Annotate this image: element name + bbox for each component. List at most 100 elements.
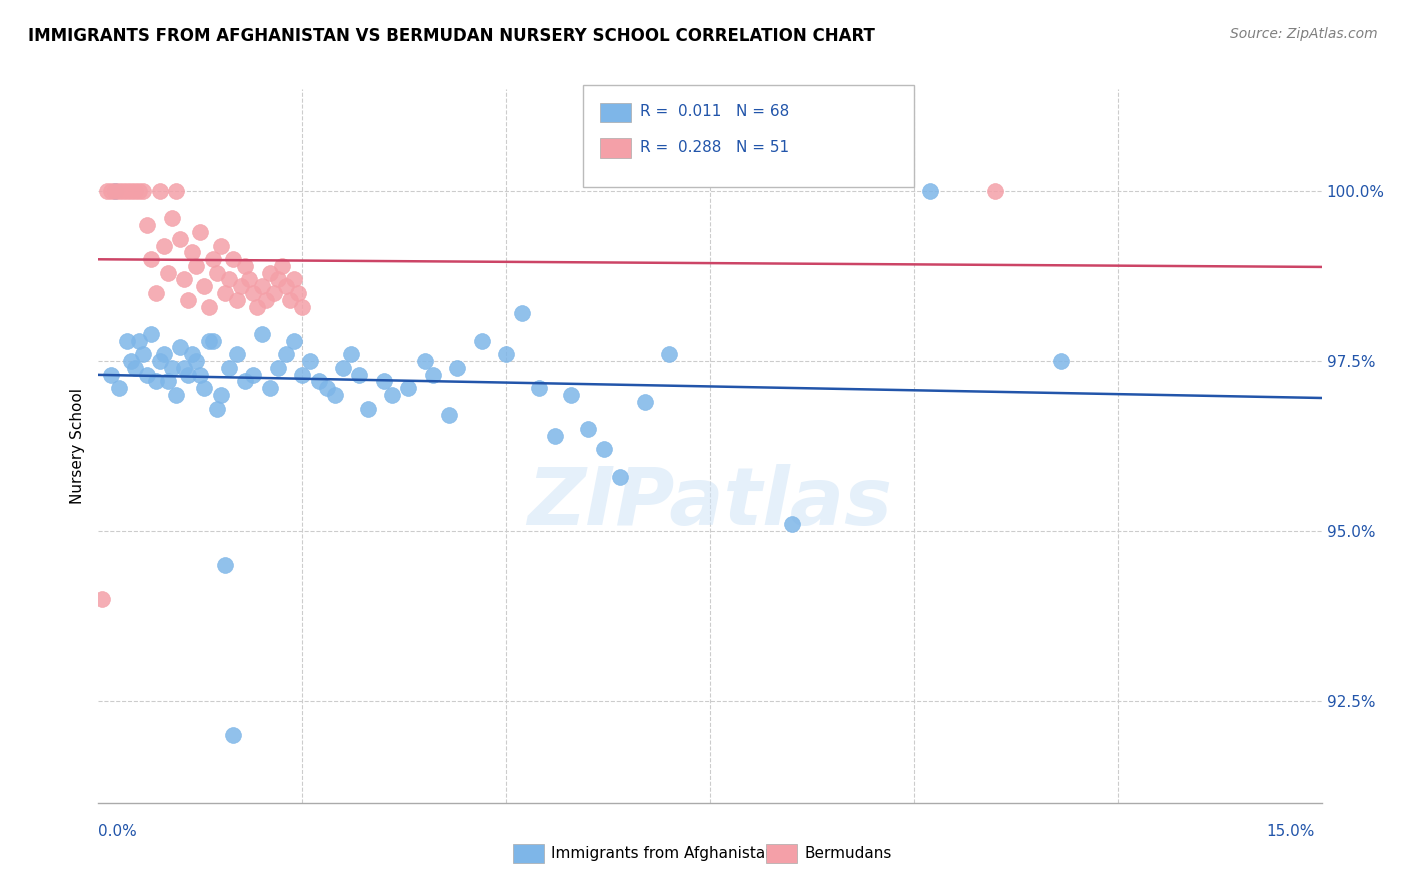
Point	[152, 347, 174, 361]
Point	[214, 286, 236, 301]
Point	[209, 238, 232, 252]
Point	[246, 300, 269, 314]
Point	[165, 388, 187, 402]
Point	[413, 354, 436, 368]
Point	[156, 375, 179, 389]
Point	[124, 360, 146, 375]
Point	[169, 341, 191, 355]
Point	[233, 259, 256, 273]
Point	[495, 347, 517, 361]
Text: Source: ZipAtlas.com: Source: ZipAtlas.com	[1230, 27, 1378, 41]
Point	[165, 184, 187, 198]
Point	[149, 184, 172, 198]
Point	[197, 334, 219, 348]
Point	[287, 286, 309, 301]
Point	[120, 354, 142, 368]
Point	[512, 306, 534, 320]
Point	[278, 293, 301, 307]
Point	[188, 368, 212, 382]
Point	[291, 300, 314, 314]
Text: 15.0%: 15.0%	[1267, 824, 1315, 838]
Point	[181, 347, 204, 361]
Point	[242, 368, 264, 382]
Point	[984, 184, 1007, 198]
Point	[156, 266, 179, 280]
Text: R =  0.288   N = 51: R = 0.288 N = 51	[640, 140, 789, 154]
Point	[544, 429, 567, 443]
Point	[218, 360, 240, 375]
Point	[242, 286, 264, 301]
Point	[115, 334, 138, 348]
Point	[145, 286, 167, 301]
Text: IMMIGRANTS FROM AFGHANISTAN VS BERMUDAN NURSERY SCHOOL CORRELATION CHART: IMMIGRANTS FROM AFGHANISTAN VS BERMUDAN …	[28, 27, 875, 45]
Point	[274, 347, 297, 361]
Point	[323, 388, 346, 402]
Point	[780, 517, 803, 532]
Point	[214, 558, 236, 572]
Point	[104, 184, 127, 198]
Point	[231, 279, 253, 293]
Y-axis label: Nursery School: Nursery School	[69, 388, 84, 504]
Point	[238, 272, 260, 286]
Point	[233, 375, 256, 389]
Point	[205, 266, 228, 280]
Text: Bermudans: Bermudans	[804, 847, 891, 861]
Point	[254, 293, 277, 307]
Point	[658, 347, 681, 361]
Point	[197, 300, 219, 314]
Point	[111, 184, 134, 198]
Point	[299, 354, 322, 368]
Point	[226, 347, 249, 361]
Point	[128, 184, 150, 198]
Point	[108, 184, 131, 198]
Point	[250, 326, 273, 341]
Point	[222, 252, 245, 266]
Point	[169, 232, 191, 246]
Point	[259, 266, 281, 280]
Point	[136, 368, 159, 382]
Point	[136, 218, 159, 232]
Point	[396, 381, 419, 395]
Point	[218, 272, 240, 286]
Text: Immigrants from Afghanistan: Immigrants from Afghanistan	[551, 847, 775, 861]
Point	[100, 184, 122, 198]
Text: R =  0.011   N = 68: R = 0.011 N = 68	[640, 104, 789, 119]
Point	[560, 388, 582, 402]
Point	[120, 184, 142, 198]
Point	[270, 259, 294, 273]
Point	[381, 388, 404, 402]
Text: ZIPatlas: ZIPatlas	[527, 464, 893, 542]
Point	[315, 381, 337, 395]
Point	[263, 286, 285, 301]
Point	[104, 184, 127, 198]
Point	[609, 469, 631, 483]
Point	[91, 591, 114, 606]
Point	[201, 334, 224, 348]
Point	[222, 728, 245, 742]
Point	[356, 401, 378, 416]
Point	[267, 360, 290, 375]
Point	[124, 184, 146, 198]
Point	[527, 381, 550, 395]
Point	[96, 184, 118, 198]
Point	[209, 388, 232, 402]
Point	[186, 259, 208, 273]
Point	[226, 293, 249, 307]
Point	[160, 360, 183, 375]
Text: 0.0%: 0.0%	[98, 824, 138, 838]
Point	[108, 381, 131, 395]
Point	[141, 326, 163, 341]
Point	[1049, 354, 1071, 368]
Point	[349, 368, 371, 382]
Point	[471, 334, 494, 348]
Point	[437, 409, 460, 423]
Point	[259, 381, 281, 395]
Point	[593, 442, 616, 457]
Point	[250, 279, 273, 293]
Point	[193, 381, 215, 395]
Point	[152, 238, 174, 252]
Point	[291, 368, 314, 382]
Point	[332, 360, 354, 375]
Point	[100, 368, 122, 382]
Point	[115, 184, 138, 198]
